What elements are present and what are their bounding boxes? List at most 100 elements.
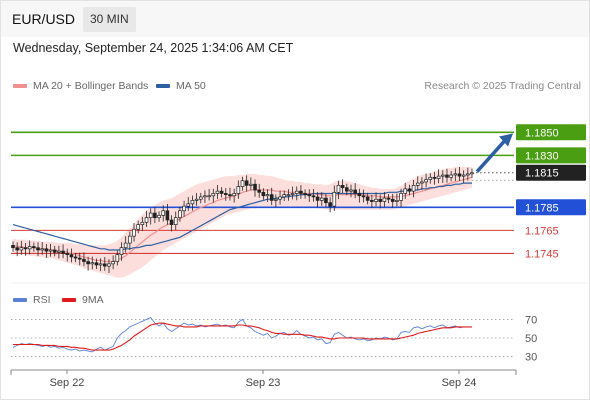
candle-body [232, 193, 236, 197]
candle [186, 197, 191, 211]
candle [303, 189, 307, 199]
candle-body [186, 203, 191, 207]
candle [315, 192, 320, 208]
resistance-level-2-label: 1.1830 [525, 150, 559, 162]
candle-body [140, 221, 145, 225]
candle [382, 191, 387, 207]
candle [57, 245, 61, 259]
candle [98, 258, 103, 272]
candle-body [182, 205, 186, 212]
candle [144, 210, 149, 228]
candle-body [107, 263, 111, 267]
candle-body [461, 174, 466, 177]
candle-body [299, 190, 303, 194]
candle-body [290, 193, 295, 195]
candle [457, 167, 462, 181]
candle [207, 188, 211, 201]
candle-body [65, 253, 70, 255]
candle [111, 255, 115, 270]
candle [169, 215, 174, 232]
candle [370, 194, 374, 208]
candle-body [386, 197, 391, 200]
candle-body [48, 249, 53, 252]
candle [307, 189, 312, 202]
candle [52, 245, 57, 257]
candle [374, 192, 378, 207]
candle [403, 182, 408, 199]
candle [157, 211, 161, 222]
candle-body [203, 195, 207, 198]
candle-body [36, 247, 40, 251]
candle [445, 168, 449, 183]
candle [349, 184, 353, 198]
candle-body [307, 194, 312, 197]
candle [436, 169, 441, 184]
candle-body [119, 247, 124, 255]
candle [420, 177, 424, 190]
candle-body [453, 173, 458, 176]
candle-body [102, 263, 107, 267]
candle [123, 236, 128, 253]
last-price-label-box [516, 164, 586, 181]
header-bar: EUR/USD 30 MIN [1, 1, 589, 37]
candle-body [148, 212, 153, 219]
candle [332, 185, 337, 211]
candle-body [311, 195, 316, 198]
candle-body [382, 197, 387, 202]
candle-body [286, 194, 291, 196]
candle-body [249, 183, 253, 186]
candle [86, 256, 90, 271]
legend-ma50: MA 50 [156, 80, 206, 92]
candle [294, 186, 299, 201]
candle [415, 176, 420, 191]
candle-body [244, 180, 249, 186]
candle-body [370, 200, 374, 202]
currency-pair: EUR/USD [12, 11, 76, 27]
candle [340, 179, 345, 194]
candle-body [407, 188, 412, 192]
candle-body [357, 193, 362, 197]
candle [73, 252, 78, 263]
candle [211, 188, 216, 203]
candle-body [374, 198, 378, 202]
candle [198, 192, 203, 204]
candle-body [365, 196, 370, 201]
candle-body [115, 254, 120, 262]
timeframe-badge[interactable]: 30 MIN [83, 7, 136, 32]
candle [194, 193, 199, 206]
candle-body [144, 217, 149, 223]
candle-body [44, 248, 49, 252]
candle-body [111, 261, 115, 265]
legend-9ma-swatch [62, 298, 76, 302]
candle [44, 244, 49, 258]
candle [165, 203, 170, 225]
candle [249, 177, 253, 191]
candle-body [415, 182, 420, 186]
candle-body [445, 174, 449, 178]
chart-datetime: Wednesday, September 24, 2025 1:34:06 AM… [13, 41, 294, 55]
candle-body [361, 195, 366, 198]
candle [115, 250, 120, 266]
candle-body [40, 248, 45, 251]
candle [161, 205, 166, 222]
ma50-line [12, 182, 472, 251]
candle-body [319, 197, 324, 201]
candle-body [353, 189, 357, 194]
legend-rsi-label: RSI [33, 294, 51, 306]
rsi-9ma-line [13, 322, 472, 351]
candle-body [52, 249, 57, 253]
time-tick-label-2: Sep 23 [246, 377, 281, 389]
candle-body [345, 187, 349, 192]
candle [77, 252, 82, 266]
candle [236, 180, 241, 199]
candle [244, 175, 249, 192]
candle-body [94, 262, 99, 266]
candle-body [403, 188, 408, 194]
candle [278, 190, 282, 205]
candle [395, 193, 399, 207]
candle-body [61, 250, 65, 254]
candle-body [449, 174, 453, 178]
candle-body [253, 183, 257, 191]
forecast-arrow-head [499, 133, 513, 147]
